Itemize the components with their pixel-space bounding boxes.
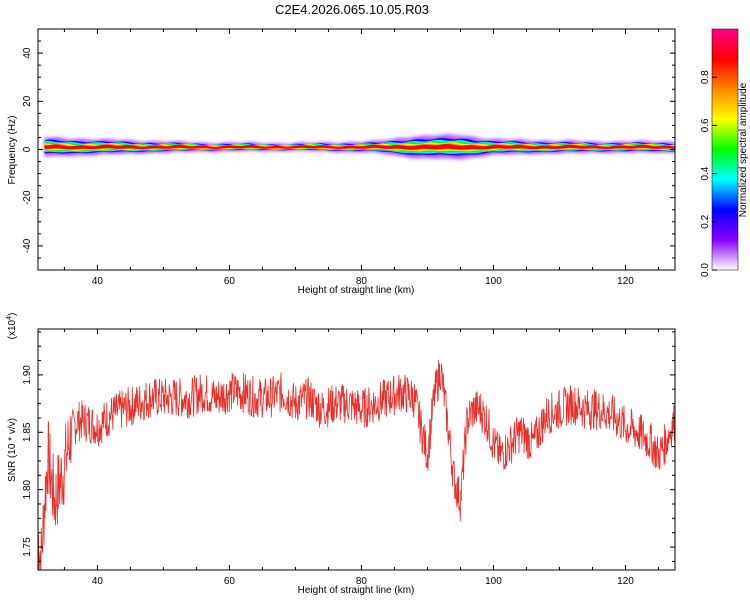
snr-series-line xyxy=(38,359,675,570)
snr-x-ticks: 40 60 80 100 120 xyxy=(63,329,659,587)
y-tick-label: 20 xyxy=(22,95,33,107)
x-tick-label: 120 xyxy=(617,276,634,287)
colorbar-tick-label: 0.2 xyxy=(700,214,711,228)
spectrogram-x-ticks: 40 60 80 100 120 xyxy=(63,29,659,287)
colorbar-tick-label: 0.6 xyxy=(700,118,711,132)
spectral-band xyxy=(44,133,675,161)
colorbar-tick-label: 0.4 xyxy=(700,166,711,180)
y-tick-label: 0 xyxy=(22,146,33,152)
snr-plot-area xyxy=(38,329,675,570)
y-tick-label: 1.85 xyxy=(22,422,33,442)
x-tick-label: 120 xyxy=(617,576,634,587)
x-tick-label: 60 xyxy=(224,276,236,287)
snr-y-axis-title: SNR (10 * v/v) xyxy=(7,418,18,482)
y-tick-label: 1.90 xyxy=(22,365,33,385)
x-tick-label: 40 xyxy=(92,576,104,587)
colorbar: 0.0 0.2 0.4 0.6 0.8 Normalized spectral ampl… xyxy=(700,28,749,277)
colorbar-tick-label: 0.8 xyxy=(700,70,711,84)
y-tick-label: 1.75 xyxy=(22,537,33,557)
x-tick-label: 40 xyxy=(92,276,104,287)
x-tick-label: 60 xyxy=(224,576,236,587)
x-tick-label: 80 xyxy=(356,276,368,287)
figure-title: C2E4.2026.065.10.05.R03 xyxy=(275,2,429,17)
snr-y-multiplier: (x104) xyxy=(6,313,18,340)
snr-frame xyxy=(37,328,676,571)
colorbar-label: Normalized spectral amplitude xyxy=(738,82,749,217)
x-tick-label: 100 xyxy=(485,276,502,287)
spectral-band-layer xyxy=(44,144,675,150)
y-tick-label: 40 xyxy=(22,47,33,59)
spectrogram-y-axis-title: Frequency (Hz) xyxy=(7,116,18,185)
colorbar-tick-label: 0.0 xyxy=(700,263,711,277)
x-tick-label: 100 xyxy=(485,576,502,587)
snr-panel: 40 60 80 100 120 1.75 1.80 1.85 1.90 Height of … xyxy=(6,313,676,596)
colorbar-gradient xyxy=(712,29,738,270)
y-tick-label: -40 xyxy=(22,238,33,253)
spectrogram-panel: 40 60 80 100 120 -40 -20 0 20 40 Height of strai… xyxy=(7,28,676,296)
colorbar-frame xyxy=(711,28,739,271)
y-tick-label: 1.80 xyxy=(22,479,33,499)
spectrogram-x-axis-title: Height of straight line (km) xyxy=(298,285,415,296)
colorbar-ticks: 0.0 0.2 0.4 0.6 0.8 xyxy=(700,70,717,277)
spectrogram-y-ticks: -40 -20 0 20 40 xyxy=(22,28,675,271)
snr-y-ticks: 1.75 1.80 1.85 1.90 xyxy=(22,331,675,562)
y-tick-label: -20 xyxy=(22,190,33,205)
x-tick-label: 80 xyxy=(356,576,368,587)
snr-x-axis-title: Height of straight line (km) xyxy=(298,585,415,596)
